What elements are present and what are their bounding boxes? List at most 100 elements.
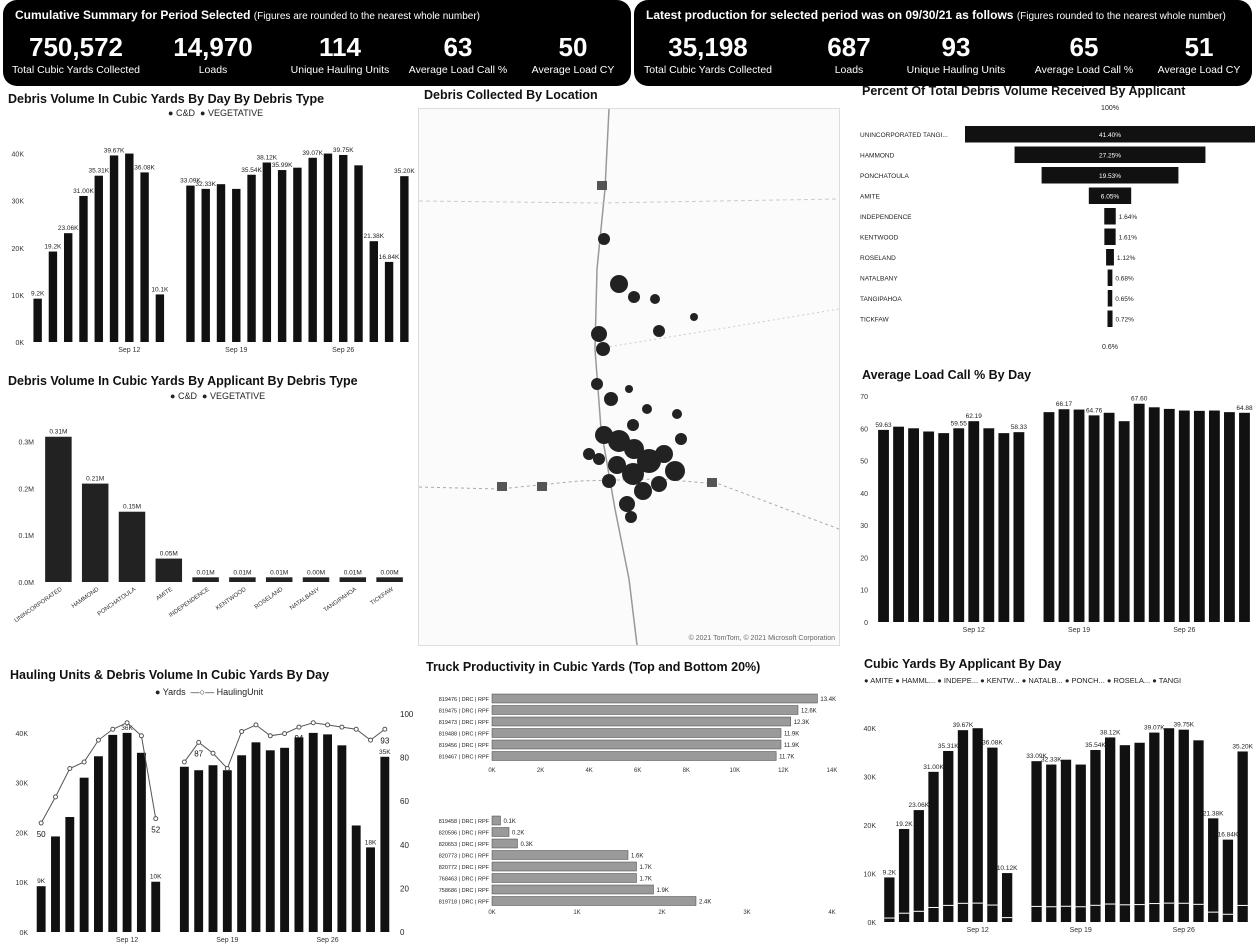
bar [308, 157, 317, 342]
x-tick-label: 0K [488, 910, 495, 916]
bar [380, 756, 390, 932]
y-tick-label: 20K [12, 246, 25, 253]
chart-hauling-units-legend: ● Yards —○— HaulingUnit [155, 687, 264, 697]
line-point [138, 733, 144, 739]
line-point [339, 724, 345, 730]
data-label: 35.20K [1232, 743, 1253, 750]
debris-location-map[interactable]: © 2021 TomTom, © 2021 Microsoft Corporat… [418, 108, 840, 646]
y2-tick-label: 100 [400, 710, 414, 719]
data-label: 35.54K [1085, 742, 1106, 749]
data-label: 39.75K [333, 147, 354, 154]
y-tick-label: 70 [860, 394, 868, 401]
y-tick-label: 30 [860, 523, 868, 530]
line-point [95, 737, 101, 743]
bar [987, 747, 998, 922]
bar [155, 294, 165, 342]
bar [1134, 742, 1145, 922]
y2-tick-label: 80 [400, 754, 409, 763]
chart-percent-applicant: 100% UNINCORPORATED TANGI... 41.40% HAMMOND… [860, 105, 1255, 351]
map-credit: © 2021 TomTom, © 2021 Microsoft Corporat… [688, 635, 835, 642]
bottom-label: 0.6% [1102, 344, 1118, 351]
latest-production-date: 09/30/21 [905, 8, 953, 22]
bar [1060, 759, 1072, 922]
truck-id-label: 819476 | DRC | RPF [439, 697, 490, 703]
funnel-bar [1107, 290, 1113, 307]
bar [1088, 415, 1100, 622]
bar-segment [1193, 903, 1204, 905]
bar [1163, 728, 1175, 922]
x-tick-label: 1K [573, 910, 580, 916]
x-tick-label: Sep 19 [225, 347, 247, 354]
x-tick-label: 12K [778, 768, 789, 774]
bar [122, 732, 132, 932]
data-label: 0.31M [49, 429, 67, 436]
bar-segment [1031, 905, 1042, 907]
bar [94, 175, 103, 342]
chart-by-applicant-type-title: Debris Volume In Cubic Yards By Applican… [8, 374, 358, 388]
bar [294, 737, 304, 932]
data-label: 35.31K [88, 168, 109, 175]
bar [237, 755, 247, 932]
bar [323, 734, 332, 932]
data-label: 0.05M [160, 551, 178, 558]
bar [491, 896, 697, 906]
y-tick-label: 40K [16, 731, 29, 738]
bar [65, 817, 75, 932]
y-tick-label: 0.3M [18, 439, 34, 446]
bar [491, 815, 501, 826]
funnel-bar [1041, 167, 1179, 184]
bar [251, 742, 261, 932]
funnel-bar [1104, 208, 1116, 225]
line-point [110, 726, 116, 732]
bar [491, 716, 791, 727]
bar-segment [1237, 904, 1248, 906]
metric-load-call: 63 Average Load Call % [408, 32, 508, 76]
bar [351, 825, 361, 932]
bar-segment [884, 917, 895, 919]
y-tick-label: 40K [12, 152, 25, 159]
x-tick-label: Sep 26 [1173, 627, 1195, 634]
line-label: 50 [37, 830, 46, 839]
bar-segment [1134, 904, 1145, 906]
data-label: 31.00K [923, 764, 944, 771]
bar [983, 428, 995, 622]
data-label: 0.1K [504, 819, 516, 825]
chart-by-day-type-title: Debris Volume In Cubic Yards By Day By D… [8, 92, 325, 106]
y-tick-label: 40 [860, 491, 868, 498]
truck-id-label: 820773 | DRC | RPF [439, 854, 490, 860]
bar [968, 421, 980, 622]
bar-segment [913, 910, 924, 912]
latest-production-banner: Latest production for selected period wa… [634, 0, 1252, 86]
metric-total-cy: 750,572 Total Cubic Yards Collected [11, 32, 140, 76]
bar [280, 747, 290, 932]
line-point [253, 722, 259, 728]
line-label: 93 [380, 736, 389, 745]
y-tick-label: 30K [16, 781, 29, 788]
data-label: 35.99K [272, 162, 293, 169]
bar [369, 241, 379, 342]
x-category-label: TICKFAW [370, 587, 395, 607]
data-label: 18K [365, 839, 377, 846]
bar [302, 577, 330, 582]
y2-tick-label: 60 [400, 797, 409, 806]
data-label: 59.55 [951, 420, 968, 427]
data-label: 10K [150, 874, 162, 881]
bar [908, 428, 920, 622]
data-label: 62.19 [966, 413, 983, 420]
legend-line-icon: —○— [190, 687, 215, 697]
y-tick-label: 0K [15, 340, 24, 347]
legend-entry: KENTW... [986, 676, 1022, 685]
data-label: 23.06K [58, 225, 79, 232]
data-label: 1.7K [640, 865, 652, 871]
line-point [224, 766, 230, 771]
line-point [181, 759, 187, 765]
latest-production-prefix: Latest production for selected period wa… [646, 8, 903, 22]
data-label: 0.3K [521, 842, 533, 848]
data-label: 35.54K [241, 167, 262, 174]
bar-segment [1149, 903, 1160, 905]
bar [222, 770, 232, 932]
x-category-label: UNINCORPORATED [14, 586, 64, 624]
line-point [52, 794, 58, 800]
latest-production-suffix: as follows [955, 8, 1014, 22]
y-tick-label: 0.1M [18, 533, 34, 540]
